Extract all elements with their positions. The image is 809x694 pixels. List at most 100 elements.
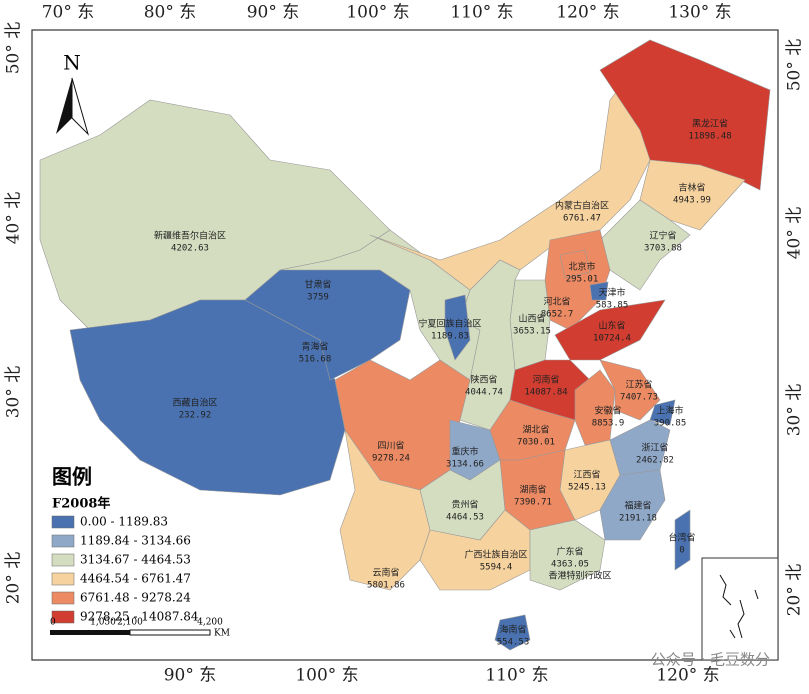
province-name: 贵州省 [451,499,478,511]
north-label: N [63,51,81,75]
province-name: 河北省 [543,296,570,308]
north-arrow: N [56,51,90,136]
legend-field: F2008年 [52,496,110,512]
province-name: 江西省 [573,469,600,481]
province-name: 山东省 [598,320,625,332]
province-name: 河南省 [532,374,559,386]
legend-label: 0.00 - 1189.83 [80,515,168,529]
legend-label: 4464.54 - 6761.47 [80,572,191,586]
lon-label-bottom: 110° 东 [485,666,548,686]
province-name: 天津市 [598,287,625,299]
scale-segment [129,629,211,636]
lat-label-left: 50° 北 [4,22,24,75]
arrow-right [71,77,90,136]
scale-label: 4,200 [197,618,223,628]
province-name: 广西壮族自治区 [464,549,527,561]
province-shape [649,399,676,426]
province-layer [39,39,771,651]
province-shape [509,279,551,371]
province-name: 新疆维吾尔自治区 [154,230,226,242]
province-value: 8652.7 [541,310,574,320]
scale-bar [50,629,211,636]
province-value: 6761.47 [563,214,601,224]
inset-islands [719,574,759,639]
scale-segment [50,630,130,635]
province-name: 西藏自治区 [172,397,217,409]
lon-label-top: 110° 东 [450,3,513,23]
province-name: 宁夏回族自治区 [418,318,481,330]
legend-swatch [51,591,75,605]
lon-label-bottom: 100° 东 [295,666,358,686]
province-name: 北京市 [568,261,595,273]
province-value: 9278.24 [372,454,410,464]
lon-label-bottom: 90° 东 [164,666,217,686]
province-name: 内蒙古自治区 [555,200,609,212]
province-name: 湖南省 [519,484,546,496]
province-value: 7030.01 [517,438,555,448]
province-shape [69,299,346,496]
legend-label: 6761.48 - 9278.24 [80,591,191,605]
province-value: 583.85 [596,301,629,311]
province-value: 3134.66 [446,460,484,470]
province-name: 陕西省 [470,374,497,386]
province-name: 海南省 [499,624,526,636]
province-value: 3703.88 [644,244,682,254]
arrow-left [56,78,72,134]
province-name: 辽宁省 [649,230,676,242]
province-shape [599,199,691,291]
lon-label-bottom: 120° 东 [656,666,719,686]
province-name: 安徽省 [594,405,621,417]
province-name: 广东省 [556,546,583,558]
province-value: 516.68 [299,355,332,365]
province-value: 3759 [307,293,329,303]
province-shape [599,39,771,191]
province-value: 5245.13 [568,483,606,493]
province-value: 295.01 [566,275,599,285]
province-name: 黑龙江省 [692,118,728,130]
province-value: 11898.48 [688,132,731,142]
scale-unit: KM [214,629,230,639]
province-name: 浙江省 [641,442,668,454]
province-value: 4464.53 [446,513,484,523]
province-name: 山西省 [518,313,545,325]
lon-label-top: 80° 东 [144,3,197,23]
legend-label: 1189.84 - 3134.66 [80,534,191,548]
province-name: 福建省 [624,500,651,512]
lat-label-left: 30° 北 [4,366,24,419]
province-shape [444,294,471,361]
legend-swatch [51,610,75,624]
lon-label-top: 90° 东 [247,3,300,23]
lat-label-right: 50° 北 [785,39,805,92]
province-name: 上海市 [656,405,683,417]
province-shape [599,359,661,421]
province-value: 4044.74 [465,388,503,398]
province-value: 3653.15 [513,327,551,337]
province-value: 4202.63 [171,244,209,254]
province-value: 232.92 [179,411,212,421]
province-value: 10724.4 [593,334,631,344]
watermark: 公众号 · 毛豆数分 [651,651,770,669]
inset-frame [701,557,779,661]
lon-label-top: 120° 东 [556,3,619,23]
legend-swatch [51,515,75,529]
province-shape [674,509,691,571]
province-name: 青海省 [301,341,328,353]
lon-label-top: 100° 东 [346,3,409,23]
legend-swatch [51,553,75,567]
lat-label-right: 20° 北 [785,564,805,617]
province-value: 2462.82 [636,456,674,466]
scale-label: 0 [50,618,56,628]
province-value: 5594.4 [480,563,513,573]
legend-title: 图例 [52,465,92,489]
province-name: 云南省 [372,567,399,579]
lat-label-right: 40° 北 [785,207,805,260]
lon-label-top: 130° 东 [668,3,731,23]
province-shape [529,519,606,591]
legend-swatch [51,572,75,586]
province-value: 390.85 [654,419,687,429]
province-name: 吉林省 [678,182,705,194]
legend-label: 3134.67 - 4464.53 [80,553,191,567]
province-value: 4363.05 [551,560,589,570]
legend-swatch [51,534,75,548]
scale-label: 2,100 [117,618,143,628]
